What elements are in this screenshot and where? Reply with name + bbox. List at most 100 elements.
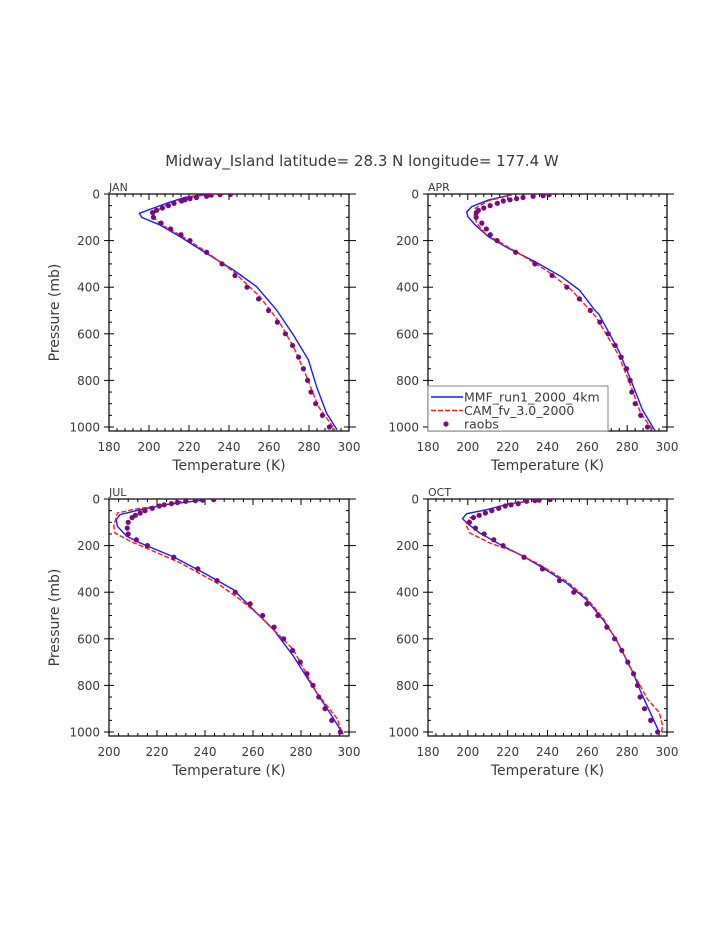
raobs-point — [597, 319, 603, 325]
raobs-point — [637, 694, 643, 700]
y-axis-title: Pressure (mb) — [47, 264, 63, 362]
x-tick-label: 260 — [242, 745, 265, 759]
legend-label: raobs — [464, 417, 499, 432]
x-tick-label: 240 — [536, 440, 559, 454]
raobs-point — [227, 194, 233, 198]
panel-apr: 180 200 220 240 260 280 300 0 200 400 600 800 1000 AP… — [388, 181, 678, 474]
x-tick-label: 240 — [536, 745, 559, 759]
legend-dot-icon — [443, 421, 449, 427]
y-tick-label: 800 — [396, 679, 419, 693]
raobs-point — [648, 717, 654, 723]
x-tick-label: 220 — [496, 440, 519, 454]
cam-line — [152, 194, 336, 431]
x-tick-label: 300 — [338, 745, 361, 759]
x-tick-label: 180 — [417, 440, 440, 454]
raobs-point — [584, 601, 590, 607]
x-tick-label: 220 — [146, 745, 169, 759]
y-tick-label: 200 — [77, 234, 100, 248]
raobs-point — [483, 226, 489, 232]
y-tick-label: 600 — [77, 632, 100, 646]
raobs-point — [187, 196, 193, 202]
x-tick-label: 300 — [656, 440, 679, 454]
raobs-point — [322, 706, 328, 712]
raobs-point — [133, 537, 139, 543]
raobs-point — [168, 226, 174, 232]
raobs-point — [329, 717, 335, 723]
raobs-point — [638, 412, 644, 418]
mmf-line — [115, 499, 344, 735]
raobs-point — [532, 499, 538, 504]
raobs-point — [612, 636, 618, 642]
raobs-point — [523, 499, 530, 504]
raobs-point — [564, 284, 570, 290]
y-tick-label: 1000 — [388, 726, 419, 740]
series-group — [466, 194, 656, 431]
raobs-point — [296, 354, 302, 360]
x-tick-label: 300 — [656, 745, 679, 759]
raobs-point — [489, 508, 495, 514]
y-axis-title: Pressure (mb) — [47, 569, 63, 667]
x-axis-title: Temperature (K) — [490, 458, 604, 474]
x-axis-title: Temperature (K) — [171, 458, 285, 474]
raobs-point — [208, 194, 214, 198]
y-tick-label: 200 — [396, 539, 419, 553]
raobs-point — [154, 207, 160, 213]
cam-line — [465, 500, 664, 735]
raobs-point — [481, 531, 487, 537]
series-group — [138, 194, 338, 431]
y-tick-label: 800 — [77, 374, 100, 388]
raobs-point — [219, 261, 225, 267]
x-tick-label: 200 — [138, 440, 161, 454]
x-tick-label: 280 — [616, 745, 639, 759]
raobs-point — [150, 214, 156, 220]
raobs-point — [187, 238, 193, 244]
raobs-point — [571, 589, 577, 595]
raobs-point — [192, 499, 198, 504]
raobs-point — [520, 194, 526, 201]
x-tick-label: 180 — [98, 440, 121, 454]
raobs-point — [144, 543, 150, 549]
raobs-point — [547, 499, 553, 503]
raobs-point — [161, 502, 167, 508]
raobs-point — [629, 389, 635, 395]
raobs-point — [487, 232, 493, 238]
panel-label: JUL — [108, 486, 127, 499]
raobs-point — [310, 682, 316, 689]
raobs-point — [539, 566, 546, 572]
raobs-point — [165, 203, 171, 209]
raobs-point — [297, 659, 303, 665]
y-tick-label: 400 — [77, 586, 100, 600]
x-tick-label: 280 — [616, 440, 639, 454]
plot-frame — [108, 193, 350, 432]
y-tick-label: 400 — [77, 281, 100, 295]
raobs-point — [290, 342, 296, 349]
raobs-point — [150, 210, 156, 216]
raobs-point — [630, 671, 637, 677]
y-tick-label: 0 — [411, 188, 419, 202]
raobs-point — [319, 412, 325, 418]
y-tick-label: 0 — [92, 188, 100, 202]
raobs-point — [244, 284, 250, 290]
raobs-point — [644, 424, 651, 430]
raobs-point — [200, 499, 206, 503]
y-tick-label: 400 — [396, 281, 419, 295]
raobs-point — [214, 577, 220, 584]
raobs-point — [274, 319, 280, 325]
raobs-point — [232, 272, 238, 279]
raobs-point — [149, 505, 155, 511]
y-tick-label: 600 — [396, 327, 419, 341]
raobs-point — [125, 531, 131, 537]
raobs-point — [619, 647, 625, 654]
raobs-point — [482, 510, 488, 516]
raobs-point — [174, 499, 180, 506]
panel-label: JAN — [108, 181, 128, 194]
raobs-point — [217, 194, 223, 198]
y-tick-label: 200 — [77, 539, 100, 553]
panel-jul: 200 220 240 260 280 300 0 200 400 600 800 1000 JUL Te… — [47, 486, 360, 779]
cam-line — [113, 499, 344, 735]
y-tick-label: 200 — [396, 234, 419, 248]
raobs-point — [290, 647, 296, 654]
x-tick-label: 240 — [218, 440, 241, 454]
raobs-point — [634, 682, 641, 689]
